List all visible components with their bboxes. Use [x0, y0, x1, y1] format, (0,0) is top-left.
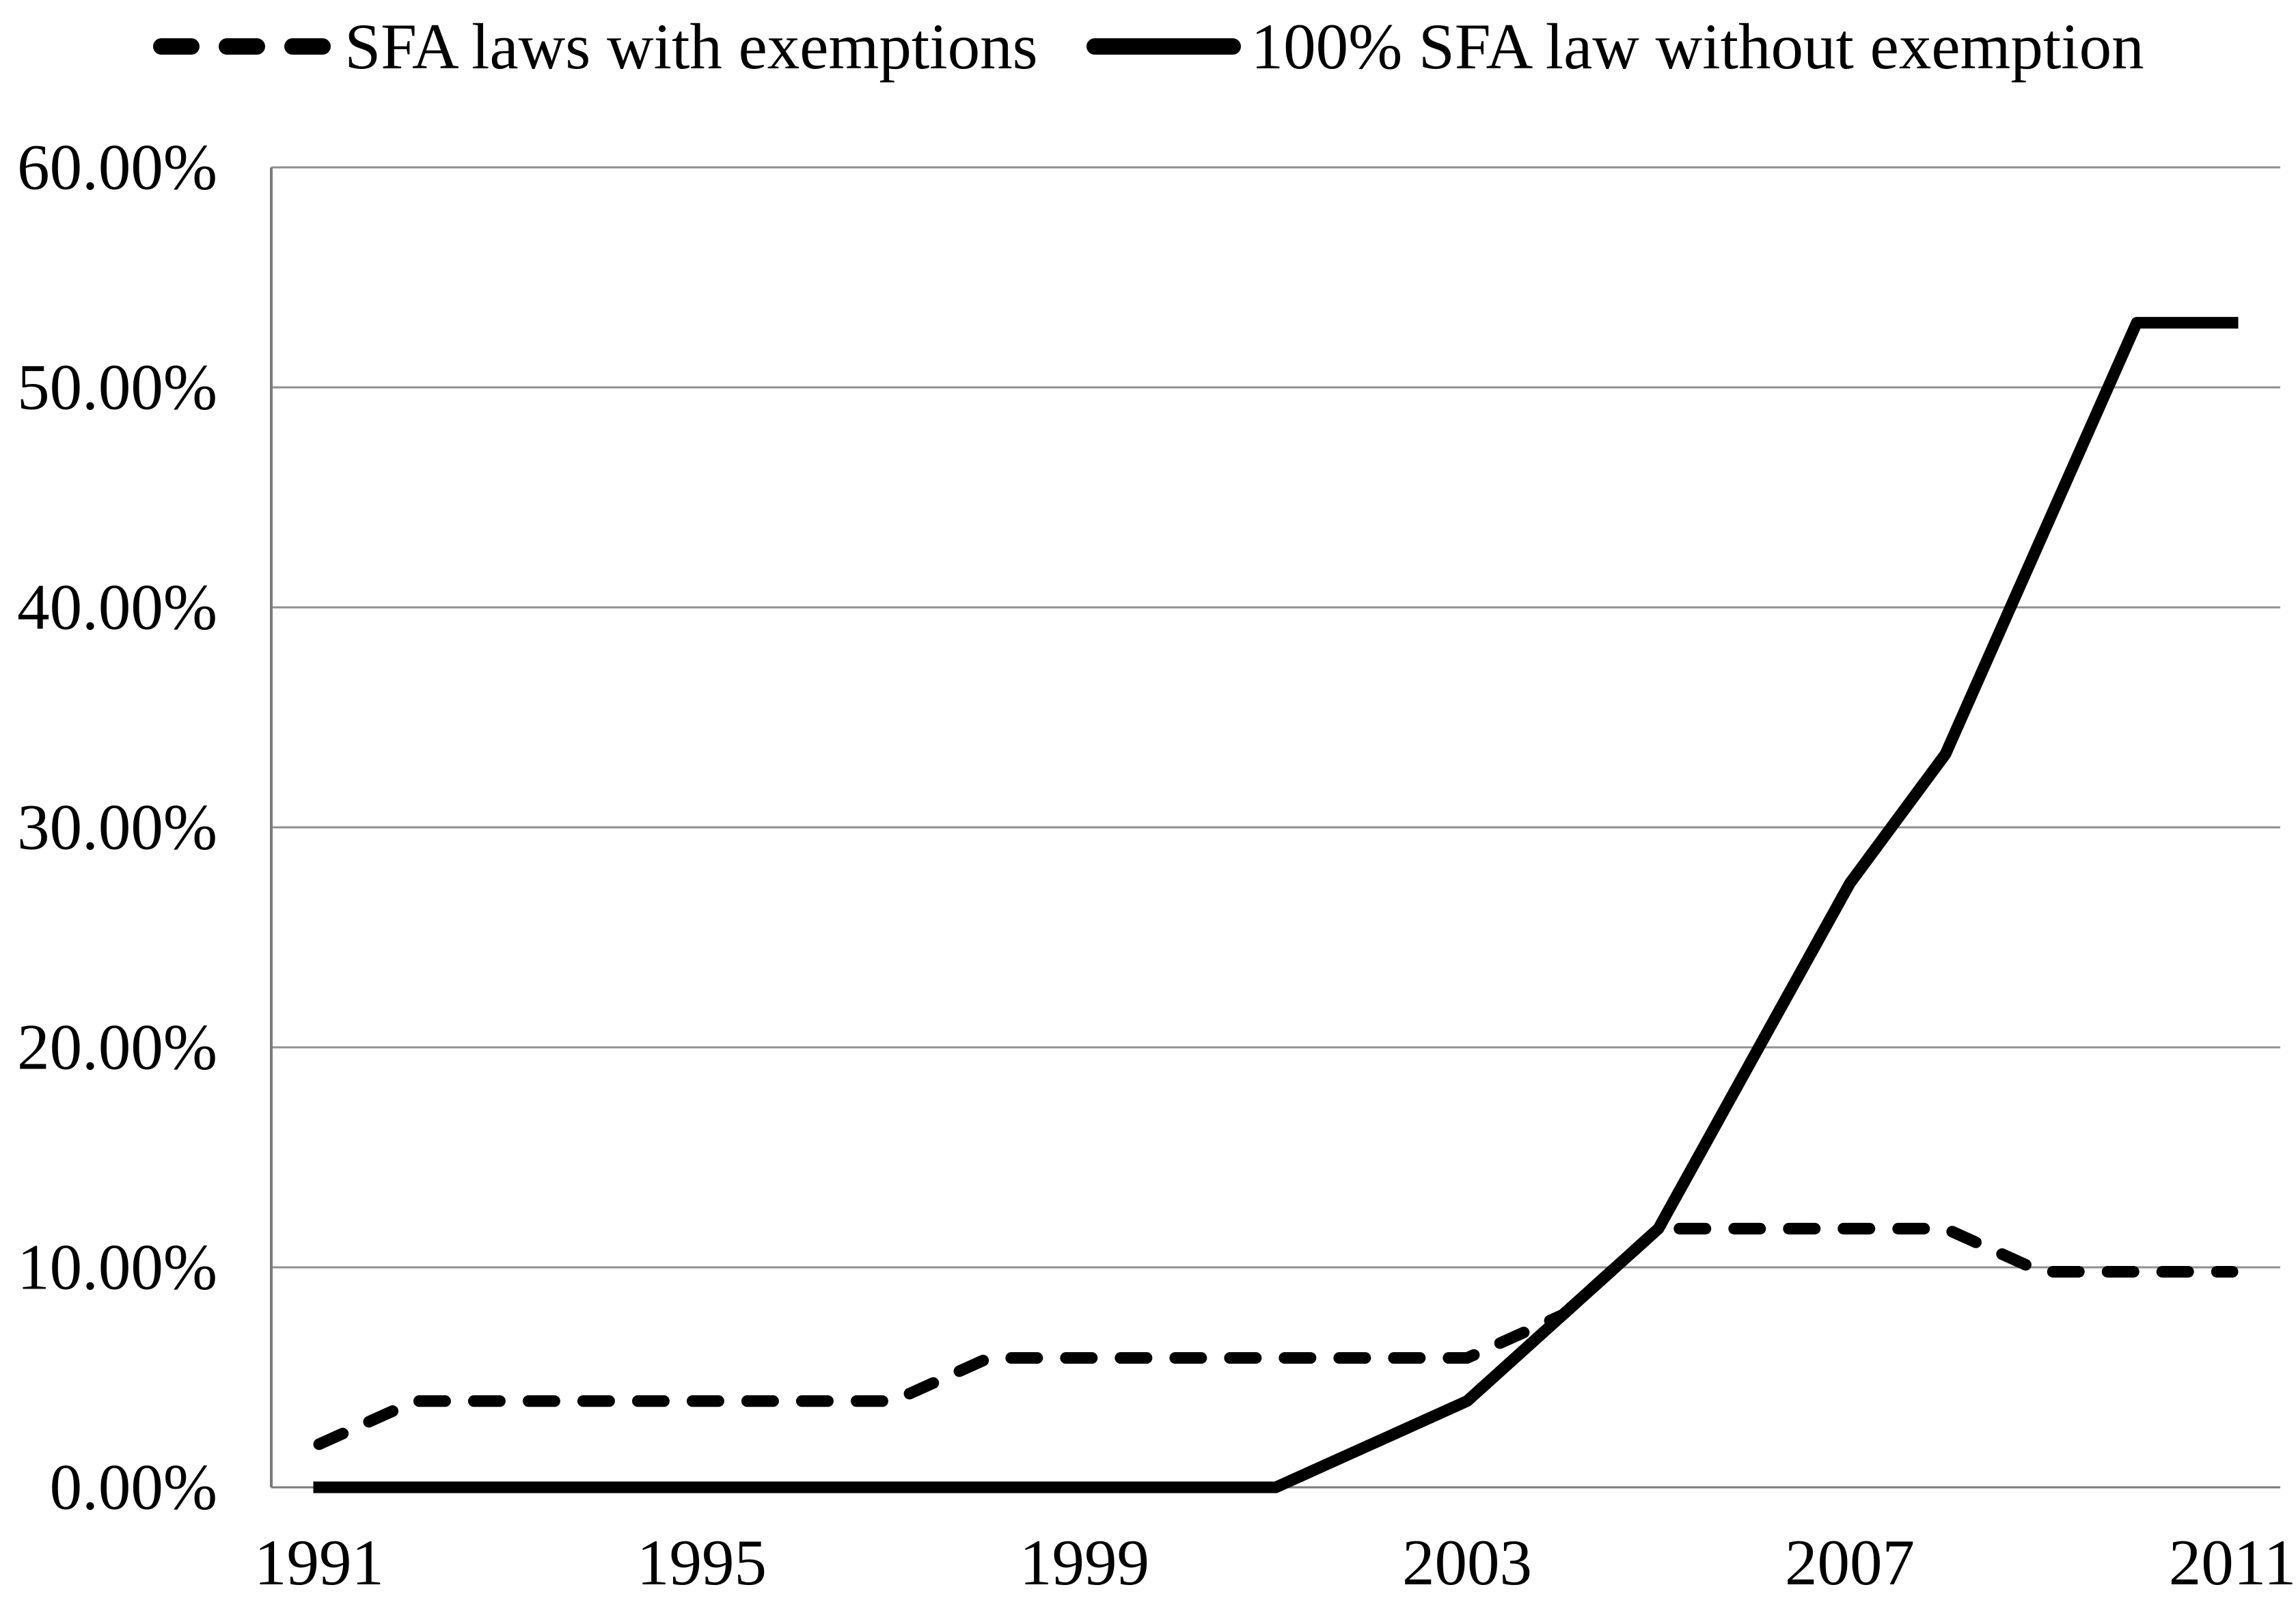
- x-tick-label-2003: 2003: [1402, 1526, 1532, 1598]
- x-tick-label-1995: 1995: [637, 1526, 767, 1598]
- x-tick-label-2011: 2011: [2168, 1526, 2296, 1598]
- solid-line-swatch: [1086, 38, 1241, 55]
- y-tick-label-40: 40.00%: [17, 570, 217, 644]
- legend-item-sfa-laws-with-exemptions: SFA laws with exemptions: [152, 10, 1038, 83]
- x-tick-label-1991: 1991: [254, 1526, 384, 1598]
- legend-label-sfa-laws-with-exemptions: SFA laws with exemptions: [344, 10, 1038, 83]
- y-tick-label-30: 30.00%: [17, 790, 217, 864]
- legend-item-100-sfa-law-without-exemption: 100% SFA law without exemption: [1086, 14, 2144, 79]
- series-line-100-sfa-law-without-exemption: [313, 316, 2239, 1493]
- series-line-sfa-laws-with-exemptions: [313, 1222, 2239, 1450]
- x-tick-label-2007: 2007: [1785, 1526, 1915, 1598]
- y-tick-label-0: 0.00%: [49, 1450, 217, 1524]
- y-tick-label-60: 60.00%: [17, 130, 217, 204]
- x-tick-label-1999: 1999: [1020, 1526, 1149, 1598]
- y-tick-label-50: 50.00%: [17, 350, 217, 424]
- dashed-line-swatch: [153, 38, 334, 55]
- legend-label-100-sfa-law-without-exemption: 100% SFA law without exemption: [1250, 10, 2144, 83]
- y-tick-label-10: 10.00%: [17, 1230, 217, 1304]
- y-tick-label-20: 20.00%: [17, 1010, 217, 1084]
- legend: SFA laws with exemptions 100% SFA law wi…: [0, 5, 2296, 87]
